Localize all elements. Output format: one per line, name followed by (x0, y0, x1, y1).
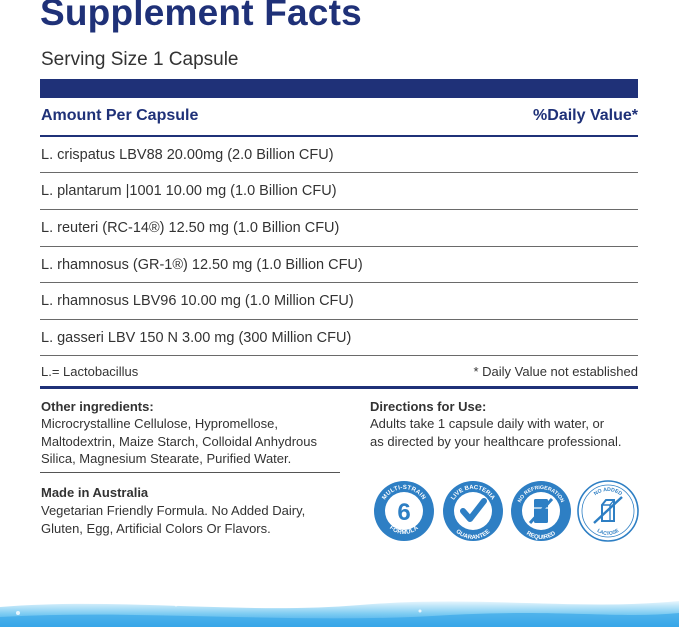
live-bacteria-badge: LIVE BACTERIA GUARANTEE (441, 479, 505, 543)
svg-text:FORMULA: FORMULA (388, 525, 420, 536)
directions-heading: Directions for Use: (370, 399, 487, 414)
no-refrigeration-badge: NO REFRIGERATION REQUIRED (509, 479, 573, 543)
daily-value-header: %Daily Value* (533, 107, 638, 124)
no-lactose-bottom-text: LACTOSE (596, 528, 621, 538)
page-title: Supplement Facts (40, 0, 362, 33)
other-ingredients-heading: Other ingredients: (41, 399, 154, 414)
ingredient-row: L. gasseri LBV 150 N 3.00 mg (300 Millio… (41, 330, 352, 346)
header-divider (40, 135, 638, 137)
row-divider (40, 355, 638, 356)
made-in-heading: Made in Australia (41, 485, 149, 500)
multi-strain-badge: MULTI-STRAIN 6 FORMULA (372, 479, 436, 543)
serving-size: Serving Size 1 Capsule (41, 49, 239, 70)
ingredient-row: L. crispatus LBV88 20.00mg (2.0 Billion … (41, 147, 334, 163)
footer-divider (40, 386, 638, 389)
amount-per-capsule-header: Amount Per Capsule (41, 107, 199, 124)
made-in-line: Gluten, Egg, Artificial Colors Or Flavor… (41, 520, 271, 536)
other-ingredients-line: Silica, Magnesium Stearate, Purified Wat… (41, 451, 292, 466)
other-ingredients-line: Microcrystalline Cellulose, Hypromellose… (41, 416, 278, 431)
svg-text:LACTOSE: LACTOSE (596, 528, 621, 538)
directions-line: as directed by your healthcare professio… (370, 433, 622, 449)
no-lactose-badge: NO ADDED LACTOSE (576, 479, 640, 543)
made-in-line: Vegetarian Friendly Formula. No Added Da… (41, 503, 306, 518)
header-thick-bar (40, 79, 638, 98)
made-in-text: Vegetarian Friendly Formula. No Added Da… (41, 502, 305, 537)
multi-strain-icon: MULTI-STRAIN 6 FORMULA (374, 481, 434, 541)
ingredient-row: L. plantarum |1001 10.00 mg (1.0 Billion… (41, 183, 337, 199)
row-divider (40, 209, 638, 210)
daily-value-note: * Daily Value not established (473, 364, 638, 379)
section-divider (40, 472, 340, 473)
row-divider (40, 282, 638, 283)
other-ingredients-text: Microcrystalline Cellulose, Hypromellose… (41, 415, 317, 468)
feature-badges: MULTI-STRAIN 6 FORMULA LIVE BACTERIA GUA… (370, 479, 640, 547)
milk-carton-icon: NO ADDED LACTOSE (577, 480, 639, 542)
abbreviation-note: L.= Lactobacillus (41, 364, 139, 379)
row-divider (40, 246, 638, 247)
decorative-wave-background (0, 585, 679, 627)
fridge-icon: NO REFRIGERATION REQUIRED (511, 481, 571, 541)
directions-line: Adults take 1 capsule daily with water, … (370, 416, 605, 431)
directions-text: Adults take 1 capsule daily with water, … (370, 415, 621, 450)
ingredient-row: L. rhamnosus LBV96 10.00 mg (1.0 Million… (41, 293, 354, 309)
row-divider (40, 319, 638, 320)
svg-text:REQUIRED: REQUIRED (525, 530, 557, 541)
multi-strain-bottom-text: FORMULA (388, 525, 420, 536)
svg-text:NO ADDED: NO ADDED (593, 487, 623, 497)
ingredient-row: L. reuteri (RC-14®) 12.50 mg (1.0 Billio… (41, 220, 340, 236)
ingredient-row: L. rhamnosus (GR-1®) 12.50 mg (1.0 Billi… (41, 257, 363, 273)
row-divider (40, 172, 638, 173)
no-refrigeration-bottom-text: REQUIRED (525, 530, 557, 541)
other-ingredients-line: Maltodextrin, Maize Starch, Colloidal An… (41, 433, 318, 449)
multi-strain-number: 6 (397, 499, 410, 526)
checkmark-icon: LIVE BACTERIA GUARANTEE (443, 481, 503, 541)
no-lactose-top-text: NO ADDED (593, 487, 623, 497)
